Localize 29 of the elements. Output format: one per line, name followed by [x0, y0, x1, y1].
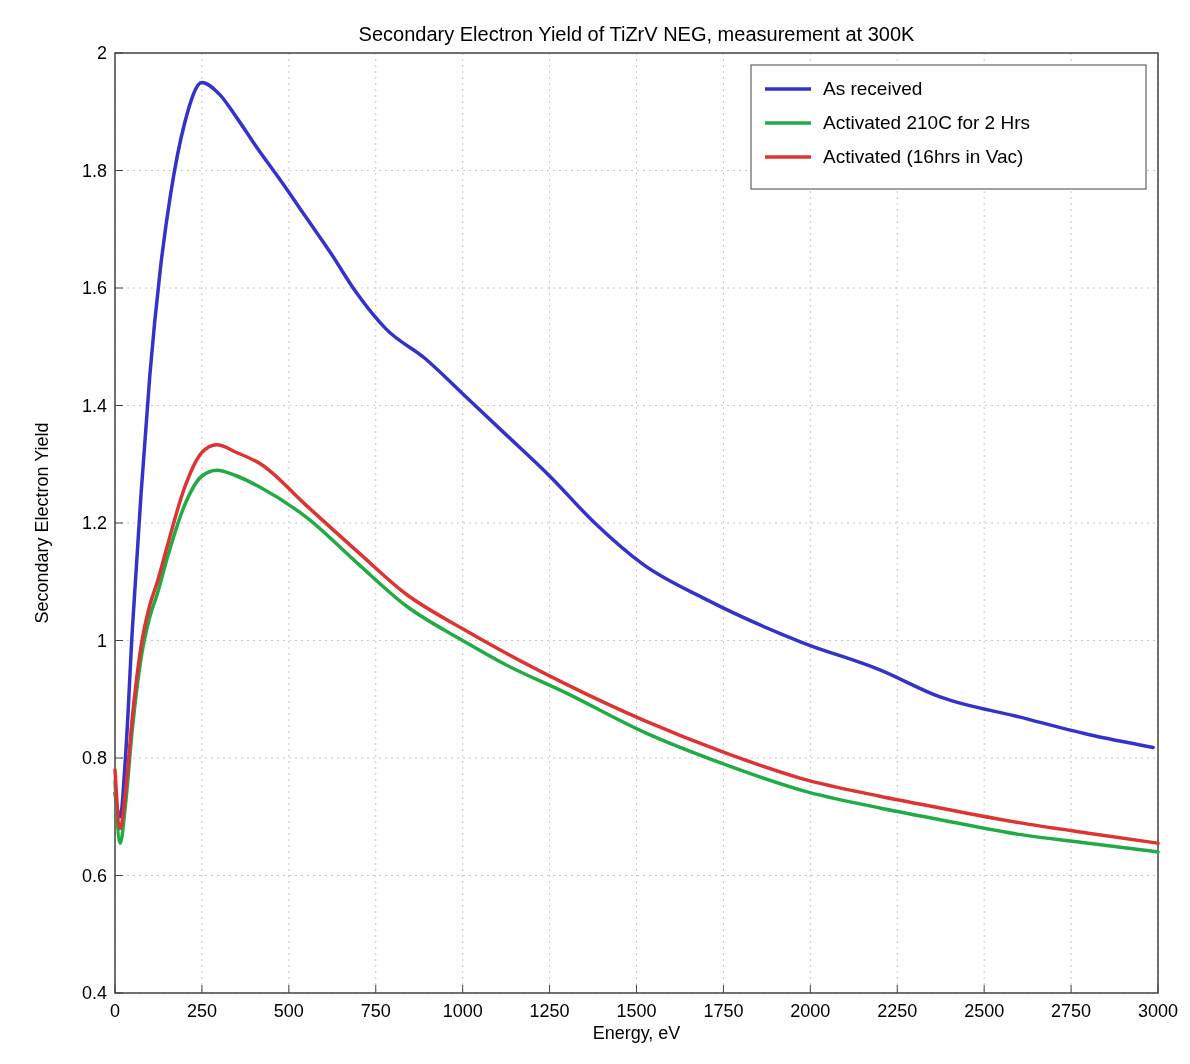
y-tick-label: 1.6 [81, 278, 107, 298]
x-tick-label: 750 [360, 1001, 391, 1021]
x-tick-label: 2000 [790, 1001, 831, 1021]
x-tick-label: 1250 [529, 1001, 570, 1021]
x-tick-label: 2750 [1051, 1001, 1092, 1021]
x-axis-title: Energy, eV [592, 1023, 681, 1043]
x-tick-label: 0 [109, 1001, 121, 1021]
y-tick-label: 1.2 [81, 513, 107, 533]
x-tick-label: 1000 [442, 1001, 483, 1021]
legend-label: Activated (16hrs in Vac) [823, 146, 1024, 167]
x-tick-label: 3000 [1137, 1001, 1179, 1021]
y-tick-label: 0.6 [81, 865, 107, 886]
y-tick-label: 2 [96, 43, 107, 63]
y-tick-label: 0.8 [81, 748, 107, 768]
chart-title: Secondary Electron Yield of TiZrV NEG, measurement at 300K [358, 23, 916, 45]
x-tick-label: 500 [273, 1001, 304, 1021]
y-tick-label: 1.8 [81, 160, 107, 181]
y-tick-label: 0.4 [81, 983, 107, 1003]
x-tick-label: 1750 [703, 1001, 744, 1021]
y-axis-title: Secondary Electron Yield [32, 422, 52, 624]
y-tick-label: 1 [96, 630, 107, 651]
line-series [113, 80, 1155, 819]
x-tick-label: 2500 [964, 1001, 1005, 1021]
legend-label: As received [823, 78, 923, 99]
y-tick-label: 1.4 [81, 395, 107, 416]
legend-label: Activated 210C for 2 Hrs [823, 112, 1030, 133]
x-tick-label: 250 [186, 1001, 217, 1021]
x-tick-label: 1500 [616, 1001, 657, 1021]
x-tick-label: 2250 [877, 1001, 918, 1021]
